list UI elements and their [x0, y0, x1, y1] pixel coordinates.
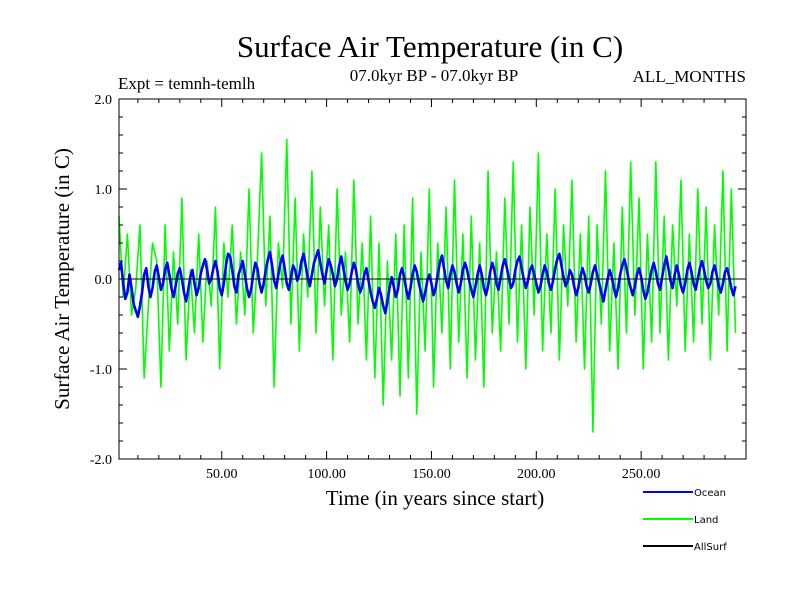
y-axis-label: Surface Air Temperature (in C) [50, 148, 74, 410]
x-tick-label: 200.00 [517, 467, 556, 482]
series-layer [117, 138, 737, 433]
legend-label-allsurf: AllSurf [694, 542, 727, 553]
legend-label-ocean: Ocean [694, 488, 726, 499]
plot-frame [118, 98, 747, 460]
x-axis-label: Time (in years since start) [326, 486, 545, 510]
period-label: 07.0kyr BP - 07.0kyr BP [350, 66, 518, 85]
y-tick-labels: 2.0 1.0 0.0 -1.0 -2.0 [90, 93, 112, 468]
y-tick-label: -2.0 [90, 453, 112, 468]
experiment-label: Expt = temnh-temlh [118, 74, 256, 93]
x-tick-labels: 50.00 100.00 150.00 200.00 250.00 [206, 467, 660, 482]
y-tick-label: 0.0 [95, 273, 113, 288]
ticks-layer [119, 98, 746, 460]
x-tick-label: 100.00 [307, 467, 346, 482]
x-tick-label: 250.00 [622, 467, 661, 482]
legend-label-land: Land [694, 515, 718, 526]
y-tick-label: 1.0 [95, 183, 113, 198]
legend: Ocean Land AllSurf [643, 488, 727, 553]
series-ocean-line [117, 248, 737, 319]
series-land-line [118, 138, 737, 433]
x-tick-label: 50.00 [206, 467, 238, 482]
chart-title: Surface Air Temperature (in C) [237, 29, 623, 64]
y-tick-label: -1.0 [90, 363, 112, 378]
x-tick-label: 150.00 [412, 467, 451, 482]
months-label: ALL_MONTHS [633, 67, 746, 86]
y-tick-label: 2.0 [95, 93, 113, 108]
